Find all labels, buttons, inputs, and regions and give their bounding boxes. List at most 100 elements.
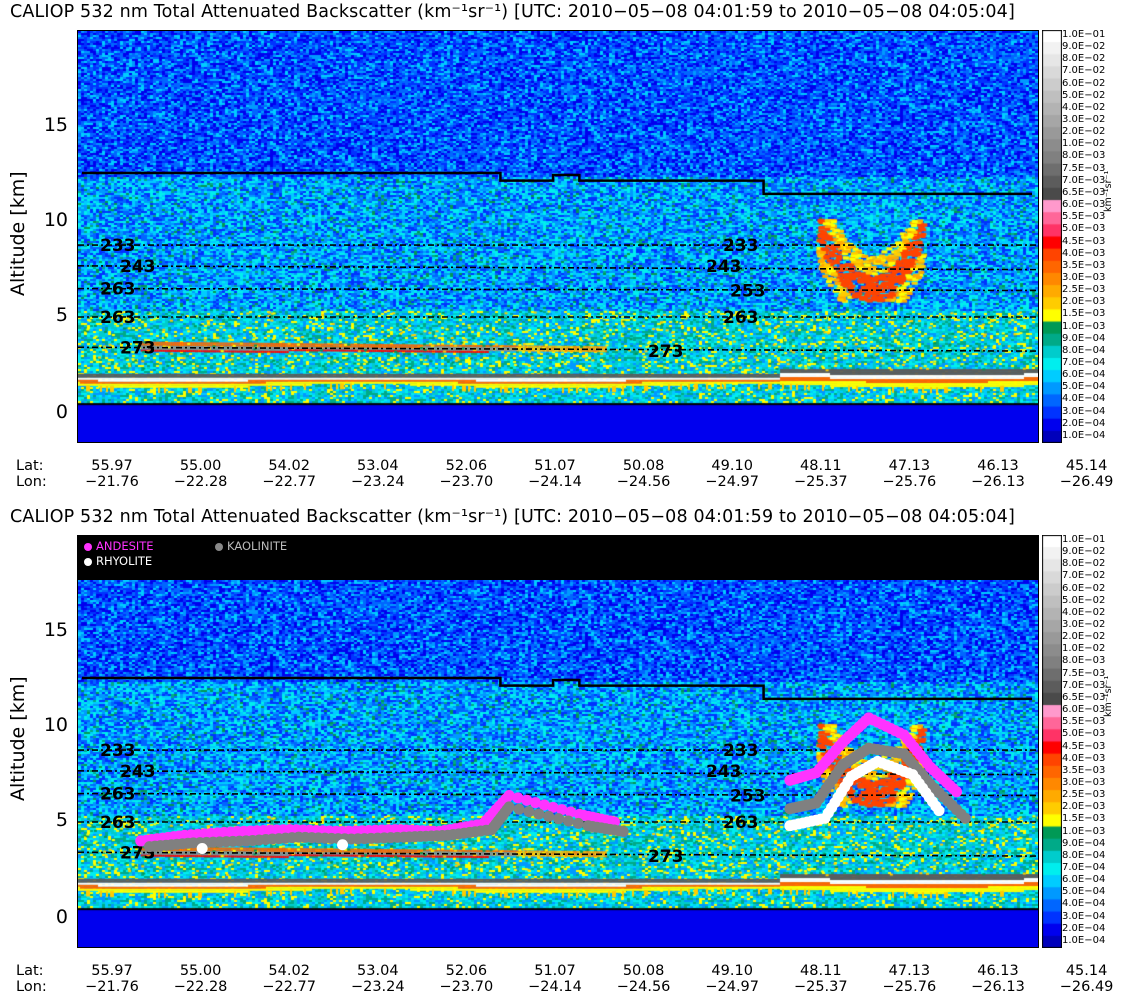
colorbar-unit: km⁻¹sr⁻¹ [1103,675,1114,717]
colorbar-tick-label: 3.0E−04 [1062,910,1106,922]
retrieval-point-andesite [547,801,559,813]
backscatter-heatmap: 233 243 263 263 273 233 243 253 263 273 [77,30,1039,443]
retrieval-point-kaolinite [553,813,565,825]
colorbar-tick-label: 8.0E−03 [1062,150,1106,162]
lat-tick: 51.07 [534,458,576,474]
lat-tick: 48.11 [800,458,842,474]
colorbar-tick-label: 3.5E−03 [1062,764,1106,776]
colorbar-gradient [1042,30,1062,443]
panel-top: CALIOP 532 nm Total Attenuated Backscatt… [0,0,1135,495]
lat-tick: 50.08 [622,963,665,979]
colorbar-tick-label: 2.5E−03 [1062,284,1106,296]
lat-label: Lat: [16,963,44,979]
backscatter-image [78,31,1038,442]
retrieval-point-andesite [503,789,515,801]
colorbar: 1.0E−01 9.0E−02 8.0E−02 7.0E−02 6.0E−02 5.0E−… [1042,535,1135,948]
retrieval-point-andesite [512,792,524,804]
lat-tick: 46.13 [977,458,1019,474]
dot-icon [84,542,92,551]
isotherm-label: 263 [100,308,136,328]
colorbar-tick-label: 6.0E−04 [1062,874,1106,886]
colorbar-tick-label: 2.0E−02 [1062,126,1106,138]
lon-tick: −21.76 [85,979,139,995]
colorbar-tick-label: 3.0E−03 [1062,271,1106,283]
isotherm-label: 243 [706,762,742,782]
colorbar-tick-label: 4.5E−03 [1062,235,1106,247]
colorbar-tick-label: 1.0E−04 [1062,934,1106,946]
y-tick: 0 [55,906,68,928]
lat-tick: 53.04 [357,458,399,474]
colorbar-unit: km⁻¹sr⁻¹ [1103,170,1114,212]
lon-label: Lon: [16,474,47,490]
colorbar-tick-label: 4.0E−03 [1062,247,1106,259]
lat-tick: 55.00 [179,458,222,474]
lon-tick: −26.13 [971,474,1025,490]
lat-tick: 54.02 [268,963,310,979]
lon-tick: −24.97 [705,474,760,490]
colorbar-tick-label: 8.0E−02 [1062,53,1106,65]
legend-label: ANDESITE [96,539,154,553]
isotherm-label: 243 [706,257,742,277]
isotherm-label: 253 [730,281,766,301]
lat-tick: 51.07 [534,963,576,979]
isotherm-label: 243 [120,762,156,782]
colorbar-tick-label: 6.5E−03 [1062,691,1106,703]
lat-tick: 45.14 [1065,458,1108,474]
colorbar-tick-label: 3.0E−02 [1062,114,1106,126]
lat-tick: 47.13 [888,963,931,979]
colorbar-tick-label: 2.0E−03 [1062,801,1106,813]
colorbar-tick-label: 7.0E−04 [1062,356,1106,368]
colorbar-gradient [1042,535,1062,948]
lat-tick: 55.00 [179,963,222,979]
lon-tick: −24.14 [528,474,582,490]
lat-tick: 49.10 [711,458,753,474]
colorbar-tick-label: 7.0E−02 [1062,570,1106,582]
colorbar-tick-label: 1.5E−03 [1062,813,1106,825]
isotherm-label: 273 [120,338,156,358]
dot-icon [84,557,92,566]
colorbar-tick-label: 7.5E−03 [1062,667,1106,679]
colorbar-tick-label: 3.0E−02 [1062,619,1106,631]
lon-tick: −26.49 [1059,474,1114,490]
lat-tick: 46.13 [977,963,1019,979]
lon-tick: −25.37 [793,979,848,995]
colorbar-tick-label: 2.0E−02 [1062,631,1106,643]
colorbar-tick-label: 2.0E−03 [1062,296,1106,308]
y-tick: 0 [55,401,68,423]
y-axis-label: Altitude [km] [7,676,29,801]
backscatter-heatmap-with-retrievals: 233 243 263 263 273 233 243 253 263 273 ANDESITE … [77,535,1039,948]
colorbar-tick-label: 4.0E−04 [1062,898,1106,910]
colorbar-tick-label: 1.0E−03 [1062,825,1106,837]
colorbar-tick-label: 5.0E−04 [1062,381,1106,393]
colorbar-tick-label: 1.0E−03 [1062,320,1106,332]
colorbar-tick-label: 5.0E−03 [1062,223,1106,235]
colorbar-tick-label: 9.0E−02 [1062,546,1106,558]
lon-tick: −24.14 [528,979,582,995]
colorbar-tick-label: 6.5E−03 [1062,186,1106,198]
isotherm-label: 233 [100,741,136,761]
plot-title: CALIOP 532 nm Total Attenuated Backscatt… [10,2,1015,22]
lat-tick: 50.08 [622,458,665,474]
y-tick: 5 [55,304,68,326]
lon-tick: −23.70 [439,474,494,490]
retrieval-point-andesite [530,797,542,809]
isotherm-label: 263 [100,813,136,833]
colorbar-tick-label: 8.0E−02 [1062,558,1106,570]
lon-tick: −23.24 [350,979,405,995]
retrieval-point-rhyolite [196,843,208,855]
lon-tick: −25.76 [882,979,937,995]
colorbar-tick-label: 9.0E−02 [1062,41,1106,53]
lat-tick: 52.06 [445,963,488,979]
tropopause-line [82,171,1032,196]
isotherm-label: 253 [730,786,766,806]
lon-tick: −22.77 [262,474,317,490]
lat-label: Lat: [16,458,44,474]
colorbar-tick-label: 2.0E−04 [1062,417,1106,429]
retrieval-point-andesite [556,804,568,816]
colorbar-tick-label: 4.0E−02 [1062,606,1106,618]
lon-tick: −24.56 [616,474,671,490]
isotherm-line [78,287,1038,292]
legend-label: KAOLINITE [227,539,288,553]
